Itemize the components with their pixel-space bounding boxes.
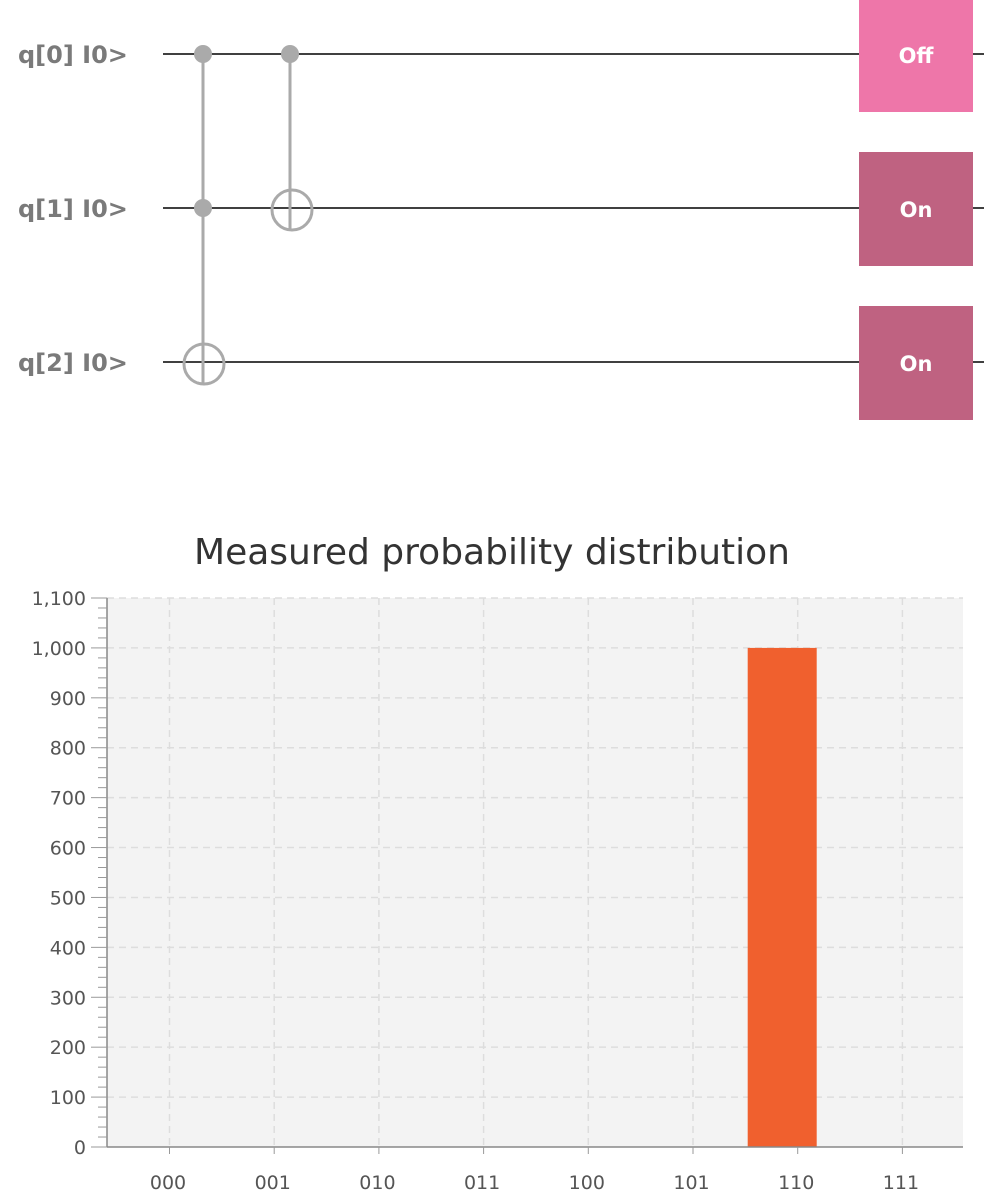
x-tick-label: 101 (673, 1172, 709, 1194)
y-tick-label: 1,000 (32, 638, 86, 660)
measure-toggle-label: On (900, 352, 933, 376)
x-tick-label: 001 (255, 1172, 291, 1194)
chart-title: Measured probability distribution (194, 532, 790, 573)
x-tick-label: 011 (464, 1172, 500, 1194)
control-dot (281, 45, 299, 63)
measure-toggle-label: Off (899, 44, 935, 68)
measure-toggle-q0[interactable]: Off (859, 0, 973, 112)
y-tick-label: 400 (50, 937, 86, 959)
y-tick-label: 900 (50, 688, 86, 710)
cnot-gate[interactable] (270, 45, 314, 232)
y-tick-label: 700 (50, 788, 86, 810)
y-tick-label: 200 (50, 1037, 86, 1059)
qubit-label: q[0] I0> (18, 41, 128, 69)
measure-toggle-box[interactable] (859, 0, 973, 112)
y-tick-label: 1,100 (32, 588, 86, 610)
x-tick-label: 100 (569, 1172, 605, 1194)
y-tick-label: 0 (74, 1137, 86, 1159)
y-tick-label: 500 (50, 887, 86, 909)
measure-toggle-box[interactable] (859, 152, 973, 266)
quantum-circuit: q[0] I0> q[1] I0> q[2] I0> Off On On (18, 0, 984, 420)
target-circle (270, 188, 314, 232)
y-tick-label: 600 (50, 838, 86, 860)
measure-toggle-q1[interactable]: On (859, 152, 973, 266)
x-tick-label: 111 (883, 1172, 919, 1194)
x-tick-label: 010 (359, 1172, 395, 1194)
y-tick-label: 800 (50, 738, 86, 760)
y-tick-label: 100 (50, 1087, 86, 1109)
x-tick-label: 000 (150, 1172, 186, 1194)
measure-toggle-label: On (900, 198, 933, 222)
plot-background (107, 598, 963, 1147)
toffoli-gate[interactable] (182, 45, 226, 386)
probability-chart: 01002003004005006007008009001,0001,10000… (32, 588, 963, 1194)
measure-toggle-box[interactable] (859, 306, 973, 420)
y-tick-label: 300 (50, 987, 86, 1009)
control-dot (194, 199, 212, 217)
target-circle (182, 342, 226, 386)
bar-110[interactable] (747, 647, 817, 1147)
x-tick-label: 110 (778, 1172, 814, 1194)
measure-toggle-q2[interactable]: On (859, 306, 973, 420)
qubit-label: q[1] I0> (18, 195, 128, 223)
qubit-label: q[2] I0> (18, 349, 128, 377)
control-dot (194, 45, 212, 63)
